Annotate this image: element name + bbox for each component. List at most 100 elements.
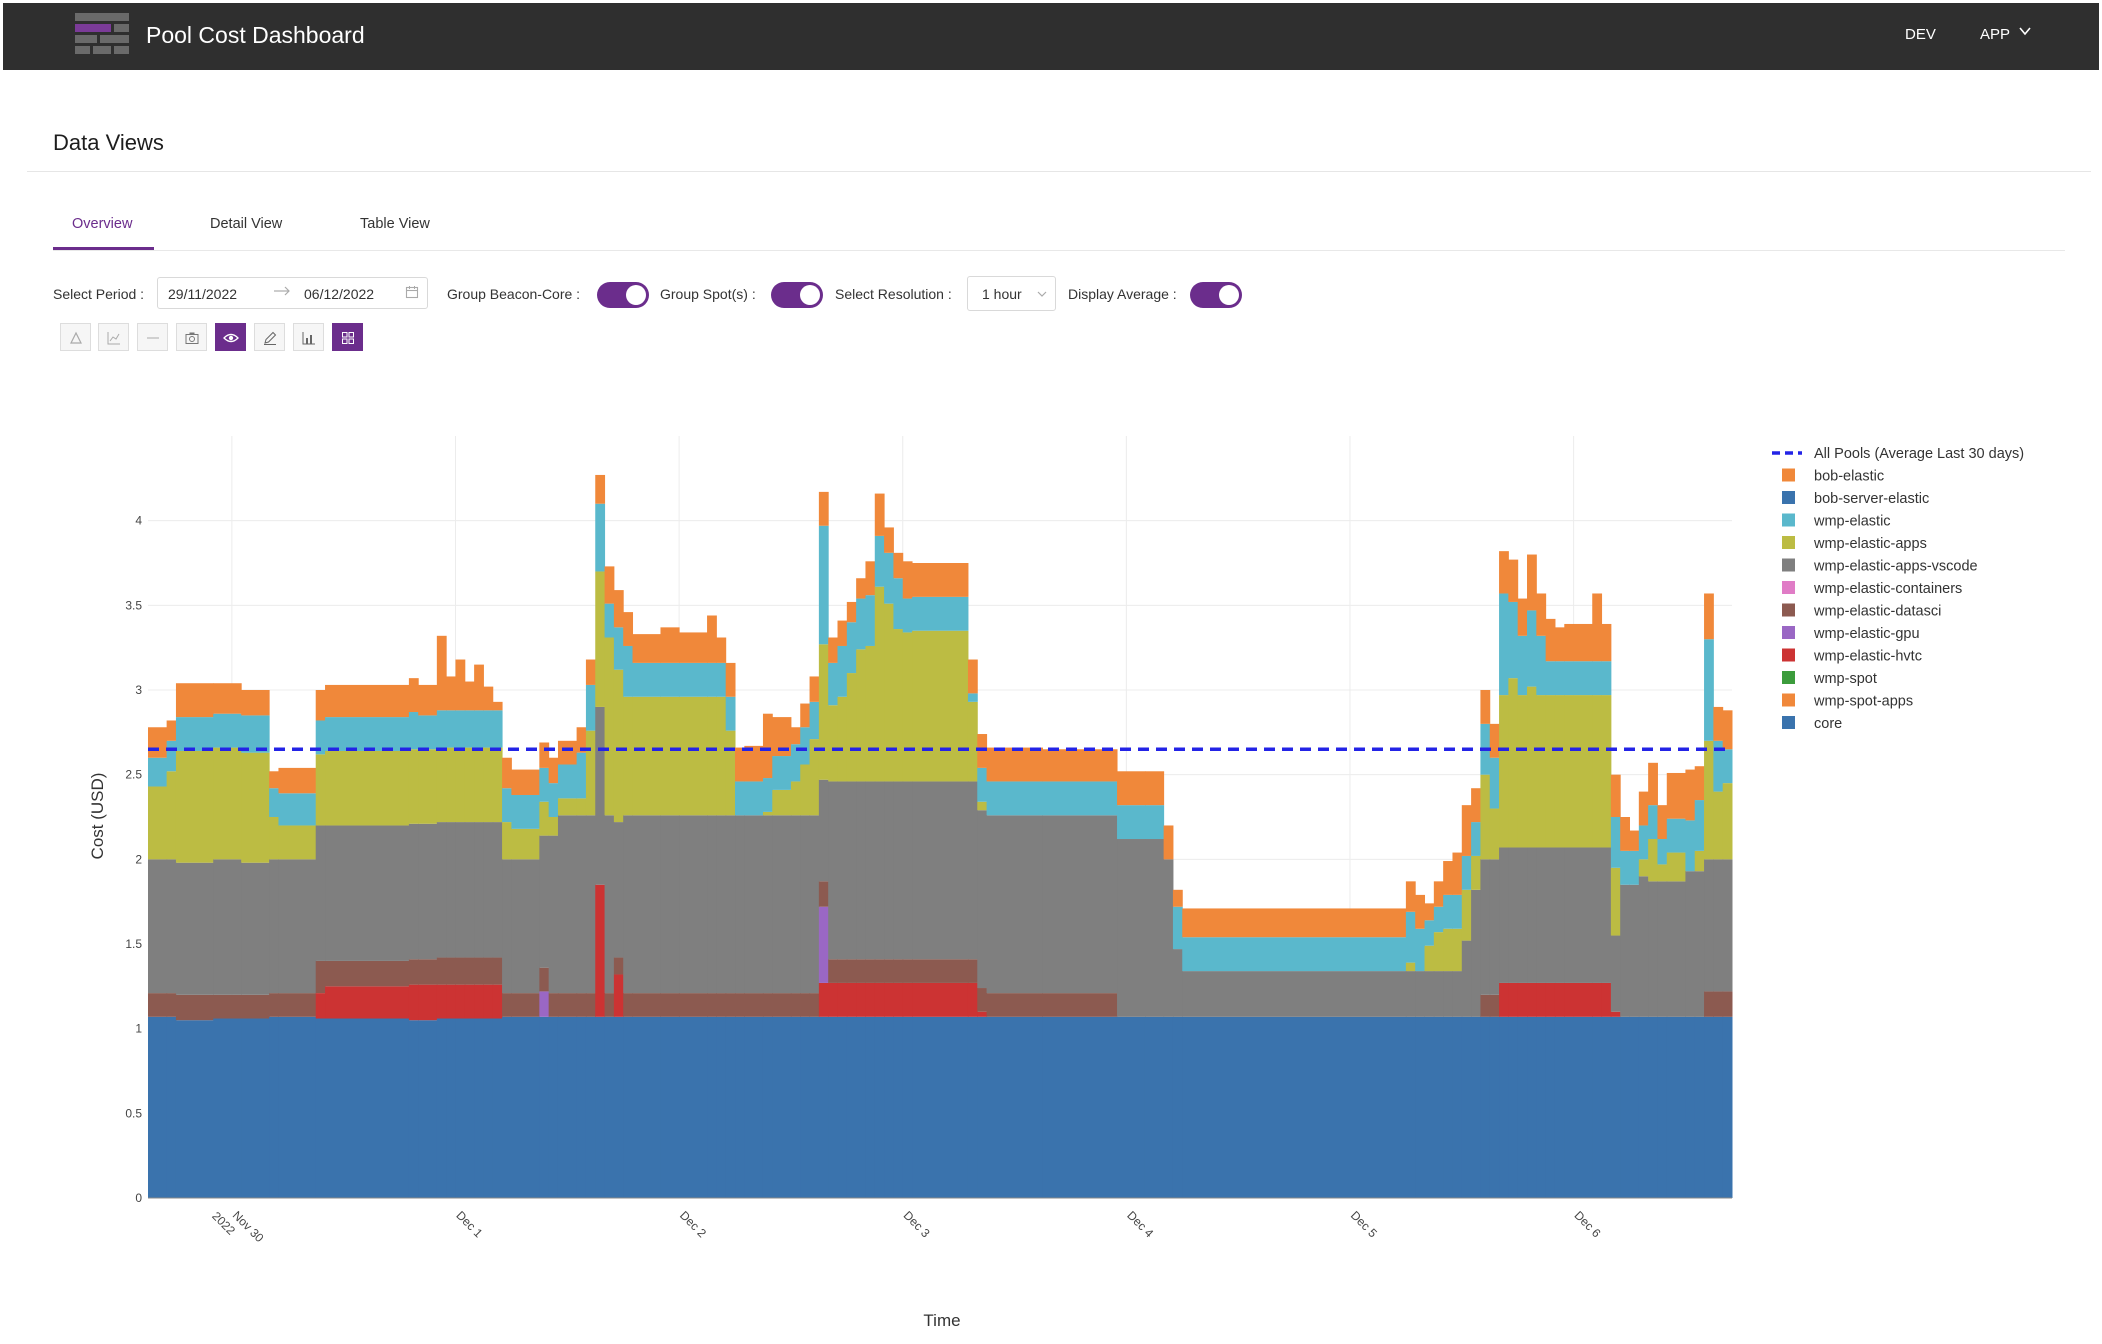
area-segment-wmp-elastic <box>874 535 885 587</box>
area-segment-wmp-elastic <box>483 710 494 748</box>
area-segment-wmp-elastic <box>166 740 177 772</box>
area-segment-wmp-elastic <box>1508 601 1519 679</box>
area-segment-wmp-elastic-apps <box>1722 783 1733 860</box>
area-segment-bob-elastic <box>1517 598 1528 636</box>
area-segment-wmp-elastic-apps-vscode <box>148 859 168 994</box>
area-segment-wmp-elastic-datasci <box>511 993 540 1017</box>
pencil-icon[interactable] <box>254 323 285 351</box>
nav-app-menu[interactable]: APP <box>1980 26 2011 43</box>
area-segment-wmp-elastic-apps <box>325 750 410 826</box>
area-segment-bob-elastic <box>408 678 419 713</box>
area-segment-wmp-elastic-datasci <box>1042 993 1118 1017</box>
chevron-down-icon[interactable] <box>2018 24 2032 41</box>
area-segment-wmp-elastic-apps <box>502 822 512 860</box>
area-segment-wmp-elastic-apps-vscode <box>166 859 177 994</box>
area-segment-wmp-elastic <box>148 757 168 787</box>
area-segment-wmp-elastic-apps-vscode <box>1144 839 1165 1017</box>
area-segment-wmp-elastic-hvtc <box>474 984 484 1019</box>
area-segment-bob-elastic <box>1508 559 1519 602</box>
end-date-input[interactable]: 06/12/2022 <box>304 286 375 302</box>
area-segment-wmp-elastic-hvtc <box>1545 982 1556 1017</box>
group-beacon-toggle[interactable] <box>597 282 649 308</box>
eye-icon[interactable] <box>215 323 246 351</box>
area-segment-wmp-elastic-apps-vscode <box>1424 971 1435 1017</box>
date-range-picker[interactable]: 29/11/2022 06/12/2022 <box>157 277 428 309</box>
area-segment-wmp-elastic <box>912 596 969 631</box>
area-segment-wmp-elastic-apps-vscode <box>492 822 503 958</box>
area-segment-wmp-elastic-datasci <box>679 993 708 1017</box>
area-segment-wmp-elastic-apps-vscode <box>278 859 317 994</box>
area-segment-core <box>175 1020 214 1198</box>
area-segment-wmp-elastic-apps <box>828 705 839 782</box>
area-segment-wmp-elastic <box>846 622 857 674</box>
area-segment-wmp-elastic-apps-vscode <box>436 822 447 958</box>
area-segment-wmp-elastic-apps-vscode <box>623 815 634 994</box>
area-segment-wmp-elastic-apps-vscode <box>1405 971 1416 1017</box>
nav-dev-link[interactable]: DEV <box>1905 26 1936 43</box>
area-segment-core <box>474 1018 484 1198</box>
minus-icon[interactable] <box>137 323 168 351</box>
area-segment-wmp-elastic <box>632 662 661 697</box>
group-spot-toggle[interactable] <box>771 282 823 308</box>
area-segment-wmp-elastic-datasci <box>856 959 866 983</box>
top-navbar: Pool Cost Dashboard DEV APP <box>3 3 2099 70</box>
area-segment-bob-elastic <box>725 662 736 697</box>
bar-chart-icon[interactable] <box>293 323 324 351</box>
area-segment-wmp-elastic <box>1424 920 1435 946</box>
area-segment-core <box>1415 1016 1426 1198</box>
area-segment-wmp-elastic-apps <box>856 649 866 782</box>
area-segment-wmp-elastic-hvtc <box>977 1011 988 1017</box>
area-segment-wmp-elastic <box>1527 610 1537 687</box>
tab-overview[interactable]: Overview <box>72 216 133 232</box>
area-segment-core <box>762 1016 773 1198</box>
area-segment-wmp-elastic-apps-vscode <box>837 781 848 960</box>
area-segment-bob-elastic <box>175 683 214 718</box>
area-segment-bob-elastic <box>325 684 410 718</box>
area-segment-wmp-elastic-apps-vscode <box>595 706 606 885</box>
tab-detail-view[interactable]: Detail View <box>210 216 283 232</box>
area-segment-bob-elastic <box>446 676 456 711</box>
legend-item: bob-server-elastic <box>1814 491 1929 507</box>
area-segment-core <box>1610 1016 1621 1198</box>
area-segment-wmp-elastic-apps <box>865 645 876 782</box>
area-segment-wmp-elastic-datasci <box>1704 991 1714 1017</box>
pan-icon[interactable] <box>60 323 91 351</box>
area-segment-wmp-elastic <box>1536 635 1547 696</box>
grid-icon[interactable] <box>332 323 363 351</box>
area-segment-wmp-elastic <box>1415 928 1426 972</box>
area-segment-wmp-elastic-datasci <box>828 959 839 983</box>
area-segment-wmp-elastic-apps <box>492 747 503 823</box>
area-segment-wmp-elastic-apps-vscode <box>828 781 839 960</box>
area-segment-wmp-elastic-apps-vscode <box>1638 876 1649 1017</box>
display-average-toggle[interactable] <box>1190 282 1242 308</box>
area-segment-bob-elastic <box>1172 889 1183 907</box>
area-segment-wmp-elastic-apps-vscode <box>1704 859 1714 992</box>
area-segment-wmp-elastic-apps-vscode <box>1685 871 1696 1017</box>
grid-logo-icon[interactable] <box>75 13 129 55</box>
legend-swatch <box>1782 468 1795 482</box>
area-segment-wmp-elastic <box>884 552 894 604</box>
area-segment-wmp-elastic-apps-vscode <box>1452 971 1463 1017</box>
line-chart-icon[interactable] <box>98 323 129 351</box>
area-segment-bob-elastic <box>1713 706 1724 741</box>
page-title: Data Views <box>53 130 164 155</box>
area-segment-wmp-elastic-apps-vscode <box>1722 859 1733 992</box>
area-segment-wmp-elastic-apps <box>278 825 317 860</box>
resolution-select[interactable]: 1 hour <box>967 276 1056 311</box>
area-segment-wmp-elastic-hvtc <box>1508 982 1519 1017</box>
area-segment-wmp-elastic-apps <box>1554 695 1565 848</box>
area-segment-wmp-elastic-apps <box>1601 695 1612 848</box>
area-segment-wmp-elastic-apps-vscode <box>1666 881 1686 1017</box>
tab-table-view[interactable]: Table View <box>360 216 430 232</box>
calendar-icon[interactable] <box>405 285 419 302</box>
area-segment-wmp-elastic-apps-vscode <box>874 781 885 960</box>
area-segment-wmp-elastic <box>893 578 904 630</box>
area-segment-wmp-elastic-apps <box>884 603 894 782</box>
area-segment-wmp-elastic-datasci <box>325 960 410 987</box>
area-segment-wmp-elastic-apps <box>1508 678 1519 848</box>
area-segment-wmp-elastic-hvtc <box>837 982 848 1017</box>
camera-icon[interactable] <box>176 323 207 351</box>
start-date-input[interactable]: 29/11/2022 <box>168 286 238 302</box>
area-segment-wmp-elastic-datasci <box>166 993 177 1017</box>
